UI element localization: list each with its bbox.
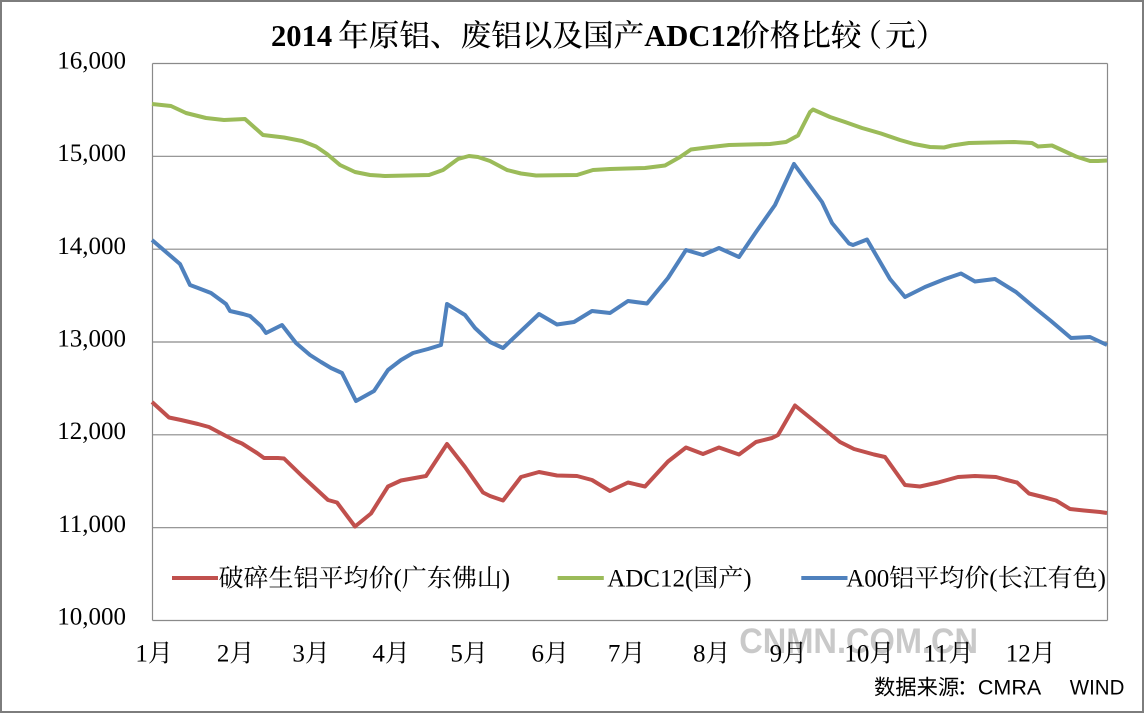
- svg-text:(: (: [989, 566, 997, 593]
- svg-text:8: 8: [693, 641, 706, 668]
- svg-text:10,000: 10,000: [57, 604, 126, 631]
- svg-text:11: 11: [924, 641, 948, 668]
- svg-text:1: 1: [135, 641, 148, 668]
- svg-text:ADC12(: ADC12(: [607, 566, 693, 593]
- svg-text:WIND: WIND: [1070, 677, 1125, 700]
- svg-text:15,000: 15,000: [57, 140, 126, 167]
- svg-text:5: 5: [450, 641, 463, 668]
- svg-text:CNMN.COM.CN: CNMN.COM.CN: [739, 622, 978, 661]
- svg-text:): ): [1098, 566, 1106, 593]
- svg-text:9: 9: [770, 641, 783, 668]
- svg-text:CMRA: CMRA: [978, 677, 1041, 700]
- svg-text:12: 12: [1006, 641, 1031, 668]
- svg-text:10: 10: [844, 641, 869, 668]
- svg-text:14,000: 14,000: [57, 233, 126, 260]
- svg-text:11,000: 11,000: [58, 511, 126, 538]
- svg-text:2: 2: [217, 641, 230, 668]
- svg-text:4: 4: [372, 641, 385, 668]
- svg-text:2014: 2014: [271, 19, 332, 53]
- svg-text:(: (: [394, 566, 402, 593]
- svg-text:): ): [502, 566, 510, 593]
- svg-text:6: 6: [532, 641, 545, 668]
- svg-text:A00: A00: [846, 566, 889, 593]
- svg-text:16,000: 16,000: [57, 48, 126, 75]
- svg-text:13,000: 13,000: [57, 326, 126, 353]
- svg-text:): ): [743, 566, 751, 593]
- svg-text:7: 7: [608, 641, 621, 668]
- svg-text:3: 3: [292, 641, 305, 668]
- svg-text:ADC12: ADC12: [644, 19, 741, 53]
- svg-text:12,000: 12,000: [57, 418, 126, 445]
